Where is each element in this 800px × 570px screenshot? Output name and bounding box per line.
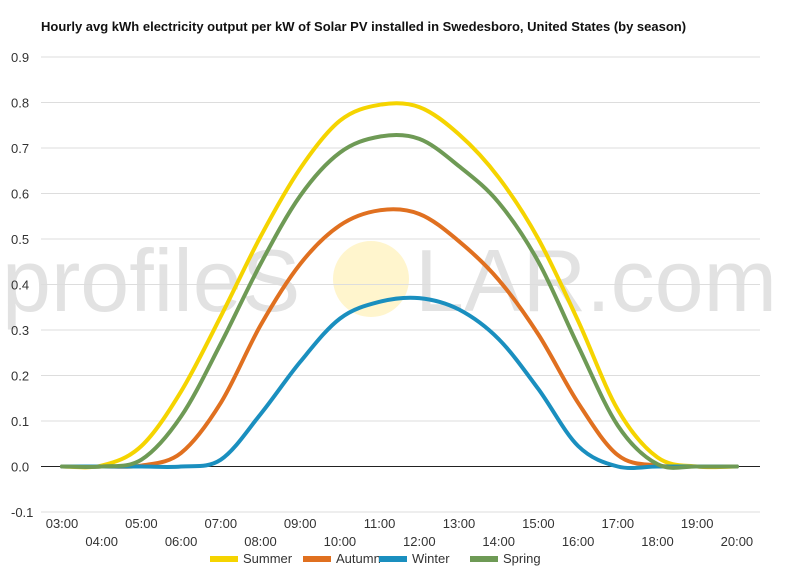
series-line-winter [60, 295, 739, 470]
x-tick-label: 16:00 [562, 534, 595, 549]
x-tick-label: 07:00 [205, 516, 238, 531]
x-axis: 03:00 04:00 05:00 06:00 07:00 08:00 09:00 10:00… [46, 516, 753, 549]
x-tick-label: 17:00 [602, 516, 635, 531]
legend-item-winter: Winter [379, 551, 450, 566]
x-tick-label: 05:00 [125, 516, 158, 531]
x-tick-label: 20:00 [721, 534, 754, 549]
x-tick-label: 09:00 [284, 516, 317, 531]
y-tick-label: 0.9 [11, 50, 29, 65]
legend-item-summer: Summer [210, 551, 293, 566]
legend-label: Winter [412, 551, 450, 566]
y-tick-label: 0.6 [11, 187, 29, 202]
legend-swatch [470, 556, 498, 562]
series-lines [60, 101, 739, 470]
legend-item-spring: Spring [470, 551, 541, 566]
x-tick-label: 10:00 [324, 534, 357, 549]
x-tick-label: 08:00 [244, 534, 277, 549]
y-tick-label: 0.1 [11, 414, 29, 429]
series-line-spring [60, 133, 739, 470]
x-tick-label: 18:00 [641, 534, 674, 549]
series-line-autumn [60, 207, 739, 469]
y-tick-label: 0.5 [11, 232, 29, 247]
legend-item-autumn: Autumn [303, 551, 381, 566]
legend-swatch [379, 556, 407, 562]
y-tick-label: 0.8 [11, 96, 29, 111]
y-axis: -0.1 0.0 0.1 0.2 0.3 0.4 0.5 0.6 0.7 0.8 0.9 [11, 50, 33, 520]
y-tick-label: 0.3 [11, 323, 29, 338]
chart-title: Hourly avg kWh electricity output per kW… [41, 19, 687, 34]
x-tick-label: 13:00 [443, 516, 476, 531]
x-tick-label: 03:00 [46, 516, 79, 531]
legend-swatch [210, 556, 238, 562]
series-line-summer [60, 101, 739, 470]
legend-label: Summer [243, 551, 293, 566]
y-tick-label: 0.2 [11, 369, 29, 384]
watermark: profileS LAR.com [2, 231, 777, 330]
x-tick-label: 06:00 [165, 534, 198, 549]
x-tick-label: 15:00 [522, 516, 555, 531]
y-tick-label: -0.1 [11, 505, 33, 520]
grid [41, 56, 760, 513]
y-tick-label: 0.4 [11, 278, 29, 293]
x-tick-label: 04:00 [85, 534, 118, 549]
x-tick-label: 14:00 [482, 534, 515, 549]
x-tick-label: 11:00 [364, 516, 396, 531]
legend: Summer Autumn Winter Spring [210, 551, 541, 566]
x-tick-label: 12:00 [403, 534, 436, 549]
x-tick-label: 19:00 [681, 516, 714, 531]
legend-label: Spring [503, 551, 541, 566]
legend-swatch [303, 556, 331, 562]
y-tick-label: 0.7 [11, 141, 29, 156]
legend-label: Autumn [336, 551, 381, 566]
watermark-text-right: LAR.com [415, 231, 777, 330]
y-tick-label: 0.0 [11, 460, 29, 475]
